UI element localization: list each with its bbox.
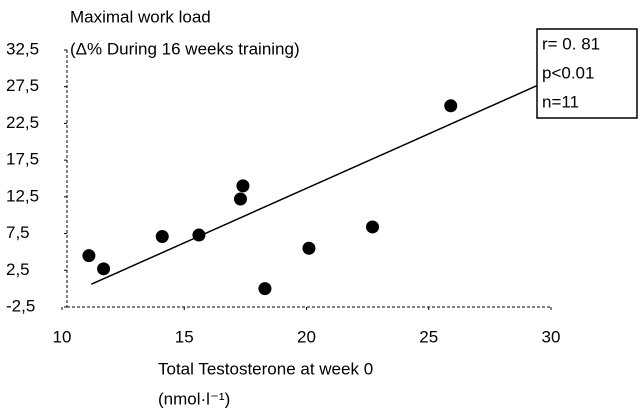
y-tick-label: -2,5 [6,296,35,315]
annotation: r= 0. 81 [542,34,600,53]
stats-box [536,28,638,119]
annotation: p<0.01 [542,63,594,82]
x-tick-label: 15 [175,327,194,346]
y-tick-label: 7,5 [6,223,30,242]
x-tick-label: 25 [419,327,438,346]
point [302,241,316,255]
y-tick-label: 2,5 [6,260,30,279]
point [444,99,458,113]
trend-line [91,78,552,285]
y-tick-label: 12,5 [6,186,39,205]
point [366,220,380,234]
point [258,282,272,296]
point [155,230,169,244]
x-tick-label: 10 [53,327,72,346]
point [82,249,96,263]
point [233,192,247,206]
x-axis-unit: (nmol·l⁻¹) [158,389,230,408]
y-tick-label: 22,5 [6,113,39,132]
chart-subtitle: (Δ% During 16 weeks training) [70,39,300,58]
y-tick-label: 27,5 [6,76,39,95]
y-tick-label: 17,5 [6,150,39,169]
point [97,262,111,276]
point [192,228,206,242]
chart-title: Maximal work load [70,7,211,26]
point [236,179,250,193]
annotation: n=11 [542,92,579,111]
y-tick-label: 32,5 [6,39,39,58]
x-tick-label: 30 [542,327,561,346]
x-axis-label: Total Testosterone at week 0 [158,359,373,378]
x-tick-label: 20 [297,327,316,346]
